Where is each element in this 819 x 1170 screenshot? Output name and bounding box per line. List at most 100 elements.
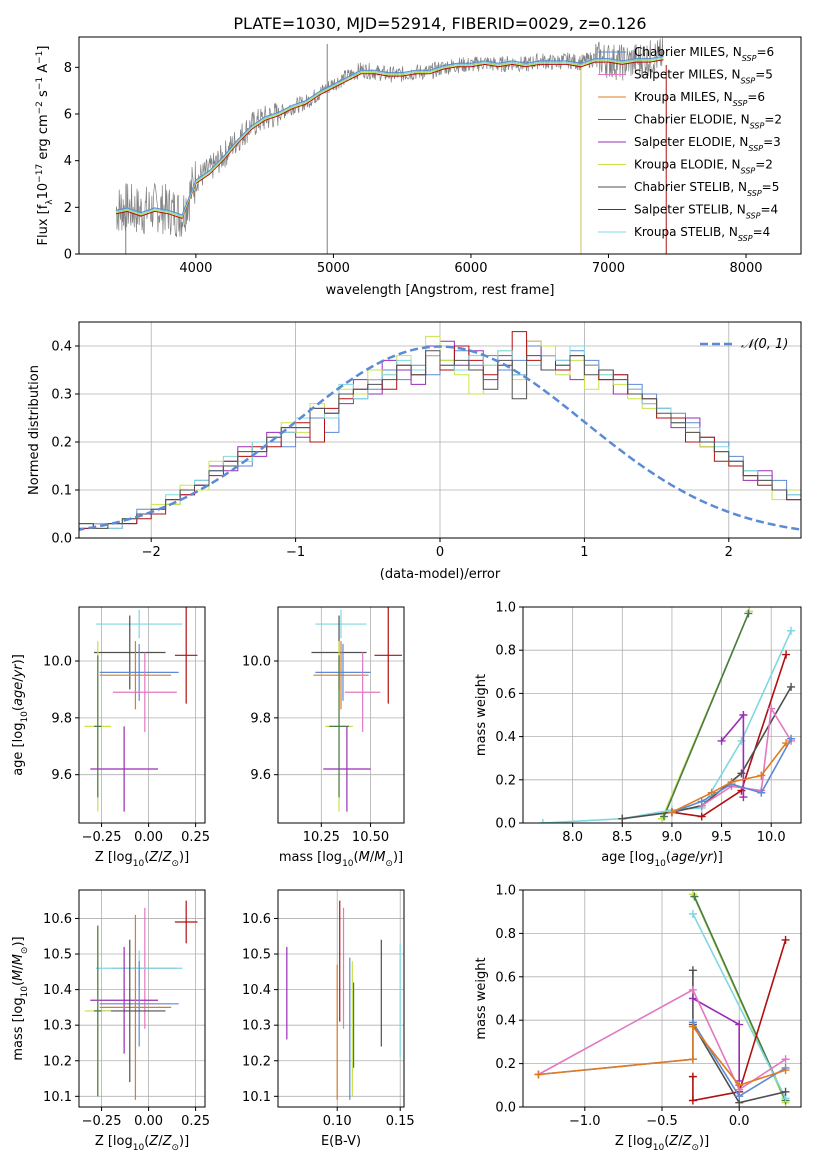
weight-marker bbox=[688, 1072, 697, 1081]
weight-marker bbox=[688, 1096, 697, 1105]
legend-label: Kroupa MILES, NSSP=6 bbox=[634, 90, 765, 108]
figure-title: PLATE=1030, MJD=52914, FIBERID=0029, z=0… bbox=[233, 14, 646, 33]
model-spectrum-line bbox=[115, 55, 664, 216]
y-tick-label: 0 bbox=[64, 248, 72, 263]
x-tick-label: 6000 bbox=[454, 261, 487, 276]
x-tick-label: −1.0 bbox=[569, 1114, 601, 1129]
y-tick-label: 10.2 bbox=[242, 1054, 271, 1069]
x-axis-label: Z [log10(Z/Z⊙)] bbox=[95, 1134, 189, 1153]
y-tick-label: 10.5 bbox=[43, 948, 72, 963]
clipped-group bbox=[84, 607, 198, 812]
histogram-step bbox=[79, 340, 801, 529]
weight-marker bbox=[534, 1070, 543, 1079]
legend-label: Salpeter STELIB, NSSP=4 bbox=[634, 203, 778, 221]
model-spectrum-line bbox=[115, 58, 664, 218]
weight-marker bbox=[727, 777, 736, 786]
x-axis-label: Z [log10(Z/Z⊙)] bbox=[95, 850, 189, 869]
x-tick-label: 0.00 bbox=[134, 830, 163, 845]
weight-marker bbox=[688, 966, 697, 975]
weight-line bbox=[692, 939, 787, 1102]
axes-frame bbox=[78, 606, 206, 824]
y-tick-label: 0.0 bbox=[51, 532, 72, 547]
weight-marker bbox=[707, 788, 716, 797]
y-axis-label: mass weight bbox=[474, 957, 489, 1039]
legend-label: Kroupa ELODIE, NSSP=2 bbox=[634, 158, 773, 176]
weight-line bbox=[692, 913, 787, 1099]
y-tick-label: 9.6 bbox=[51, 768, 72, 783]
y-tick-label: 0.2 bbox=[51, 436, 72, 451]
y-tick-label: 0.2 bbox=[495, 1057, 516, 1072]
weight-marker bbox=[781, 1066, 790, 1075]
weight-marker bbox=[781, 935, 790, 944]
y-tick-label: 2 bbox=[64, 201, 72, 216]
clipped-group bbox=[84, 900, 198, 1100]
y-axis-label: mass weight bbox=[474, 674, 489, 756]
x-tick-label: −2 bbox=[142, 545, 161, 560]
weight-marker bbox=[739, 793, 748, 802]
x-tick-label: 9.5 bbox=[711, 830, 732, 845]
legend-label: Salpeter MILES, NSSP=5 bbox=[634, 68, 773, 86]
y-tick-label: 10.6 bbox=[242, 912, 271, 927]
y-tick-label: 9.8 bbox=[250, 711, 271, 726]
weight-line bbox=[671, 738, 792, 813]
model-spectrum-line bbox=[115, 56, 664, 217]
clipped-group bbox=[538, 607, 796, 823]
weight-marker bbox=[688, 1055, 697, 1064]
x-tick-label: 2 bbox=[725, 545, 733, 560]
x-tick-label: 8.0 bbox=[562, 830, 583, 845]
x-tick-label: 0.25 bbox=[181, 830, 210, 845]
y-tick-label: 0.8 bbox=[495, 927, 516, 942]
clipped-group bbox=[79, 331, 801, 531]
y-tick-label: 10.3 bbox=[242, 1019, 271, 1034]
y-axis-label: mass [log10(M/M⊙)] bbox=[11, 936, 30, 1060]
y-tick-label: 10.6 bbox=[43, 912, 72, 927]
model-spectrum-line bbox=[115, 59, 664, 220]
x-tick-label: 0.10 bbox=[323, 1114, 352, 1129]
legend-label: Kroupa STELIB, NSSP=4 bbox=[634, 225, 770, 243]
weight-marker bbox=[688, 994, 697, 1003]
y-tick-label: 0.4 bbox=[495, 730, 516, 745]
axes-frame bbox=[522, 606, 802, 824]
y-tick-label: 10.4 bbox=[43, 983, 72, 998]
x-axis-label: Z [log10(Z/Z⊙)] bbox=[615, 1134, 709, 1153]
weight-marker bbox=[787, 682, 796, 691]
axes-frame bbox=[277, 889, 405, 1108]
weight-marker bbox=[737, 736, 746, 745]
y-tick-label: 0.6 bbox=[495, 687, 516, 702]
x-tick-label: 9.0 bbox=[662, 830, 683, 845]
weight-marker bbox=[688, 909, 697, 918]
weight-marker bbox=[688, 1022, 697, 1031]
weight-marker bbox=[717, 736, 726, 745]
weight-marker bbox=[538, 819, 547, 823]
x-tick-label: 0.15 bbox=[386, 1114, 415, 1129]
plots-layer: 4000 5000 6000 7000 8000 0 2 4 6 8 wavelength [Ang… bbox=[11, 36, 802, 1153]
weight-marker bbox=[697, 797, 706, 806]
y-tick-label: 10.0 bbox=[242, 655, 271, 670]
weight-marker bbox=[787, 626, 796, 635]
x-axis-label: age [log10(age/yr)] bbox=[601, 850, 723, 869]
weight-marker bbox=[688, 985, 697, 994]
y-tick-label: 10.2 bbox=[43, 1054, 72, 1069]
x-tick-label: −0.25 bbox=[82, 830, 122, 845]
y-tick-label: 0.3 bbox=[51, 388, 72, 403]
x-axis-label: (data-model)/error bbox=[380, 567, 501, 582]
y-tick-label: 1.0 bbox=[495, 884, 516, 899]
x-tick-label: 0.00 bbox=[134, 1114, 163, 1129]
y-tick-label: 9.6 bbox=[250, 768, 271, 783]
y-tick-label: 0.0 bbox=[495, 1101, 516, 1116]
y-tick-label: 0.8 bbox=[495, 644, 516, 659]
x-tick-label: 8000 bbox=[729, 261, 762, 276]
normal-curve bbox=[79, 345, 801, 531]
x-tick-label: 7000 bbox=[592, 261, 625, 276]
y-tick-label: 0.1 bbox=[51, 484, 72, 499]
y-tick-label: 1.0 bbox=[495, 601, 516, 616]
weight-line bbox=[538, 988, 787, 1091]
legend-label: 𝒩(0, 1) bbox=[741, 337, 788, 352]
x-axis-label: mass [log10(M/M⊙)] bbox=[279, 850, 403, 869]
x-tick-label: 0.0 bbox=[729, 1114, 750, 1129]
weight-marker bbox=[667, 808, 676, 817]
legend-label: Chabrier STELIB, NSSP=5 bbox=[634, 180, 779, 198]
x-axis-label: wavelength [Angstrom, rest frame] bbox=[326, 283, 555, 298]
x-tick-label: 4000 bbox=[179, 261, 212, 276]
